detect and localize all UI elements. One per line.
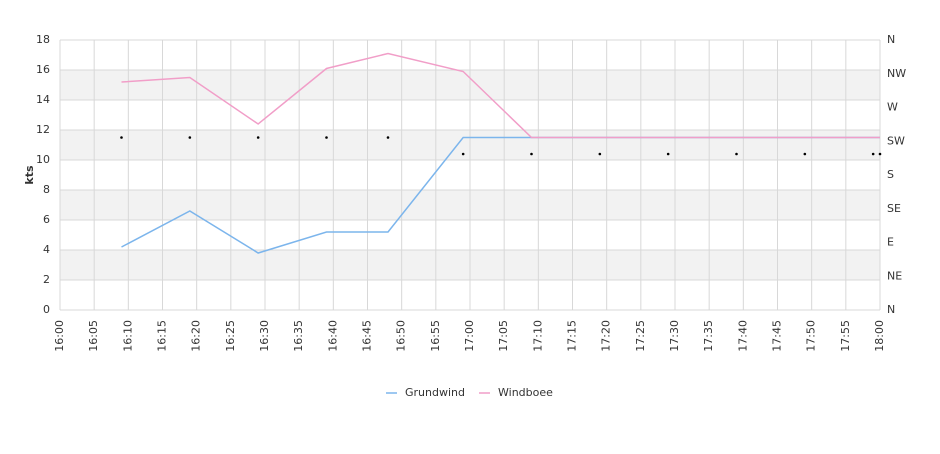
x-tick-label: 16:40 [326, 320, 339, 352]
direction-marker [598, 152, 602, 156]
x-tick-label: 16:35 [292, 320, 305, 352]
x-tick-label: 17:30 [668, 320, 681, 352]
y-tick-label: 12 [36, 123, 50, 136]
x-tick-label: 16:20 [190, 320, 203, 352]
direction-marker [325, 136, 328, 139]
y2-tick-label: N [887, 33, 895, 46]
x-tick-label: 17:25 [634, 320, 647, 352]
x-tick-label: 16:15 [156, 320, 169, 352]
legend-label: Grundwind [405, 386, 465, 399]
x-tick-label: 16:10 [121, 320, 134, 352]
x-tick-label: 16:55 [429, 320, 442, 352]
x-tick-label: 17:20 [600, 320, 613, 352]
y2-tick-label: E [887, 236, 894, 249]
direction-marker [803, 152, 807, 156]
x-tick-label: 17:55 [839, 320, 852, 352]
x-tick-label: 16:05 [87, 320, 100, 352]
series-line [121, 52, 880, 139]
x-tick-label: 16:50 [395, 320, 408, 352]
x-tick-label: 17:45 [771, 320, 784, 352]
y-tick-label: 8 [43, 183, 50, 196]
legend-label: Windboee [498, 386, 553, 399]
direction-marker [871, 152, 875, 156]
y-tick-label: 10 [36, 153, 50, 166]
y-axis-label: kts [23, 165, 36, 185]
y2-tick-label: SW [887, 134, 905, 147]
y2-tick-label: NE [887, 269, 902, 282]
y-tick-label: 18 [36, 33, 50, 46]
x-tick-label: 16:00 [53, 320, 66, 352]
y2-tick-label: W [887, 101, 898, 114]
y-tick-label: 16 [36, 63, 50, 76]
y2-tick-label: SE [887, 202, 901, 215]
direction-marker [386, 136, 390, 139]
y-tick-label: 14 [36, 93, 50, 106]
direction-marker [735, 152, 738, 156]
x-tick-label: 17:50 [805, 320, 818, 352]
x-tick-label: 18:00 [873, 320, 886, 352]
x-tick-label: 17:40 [736, 320, 749, 352]
x-tick-label: 17:00 [463, 320, 476, 352]
direction-marker [878, 152, 882, 156]
y-tick-label: 0 [43, 303, 50, 316]
direction-marker [120, 136, 123, 139]
x-tick-label: 17:15 [566, 320, 579, 352]
direction-marker [530, 152, 533, 156]
direction-marker [256, 136, 260, 139]
y2-tick-label: S [887, 168, 894, 181]
direction-marker [188, 136, 192, 139]
y2-tick-label: N [887, 303, 895, 316]
y-tick-label: 2 [43, 273, 50, 286]
y-tick-label: 6 [43, 213, 50, 226]
y2-tick-label: NW [887, 67, 906, 80]
x-tick-label: 17:35 [702, 320, 715, 352]
x-tick-label: 17:05 [497, 320, 510, 352]
x-tick-label: 16:30 [258, 320, 271, 352]
direction-marker [461, 152, 465, 156]
x-tick-label: 16:25 [224, 320, 237, 352]
x-tick-label: 17:10 [531, 320, 544, 352]
direction-marker [666, 152, 670, 156]
x-tick-label: 16:45 [361, 320, 374, 352]
y-tick-label: 4 [43, 243, 50, 256]
